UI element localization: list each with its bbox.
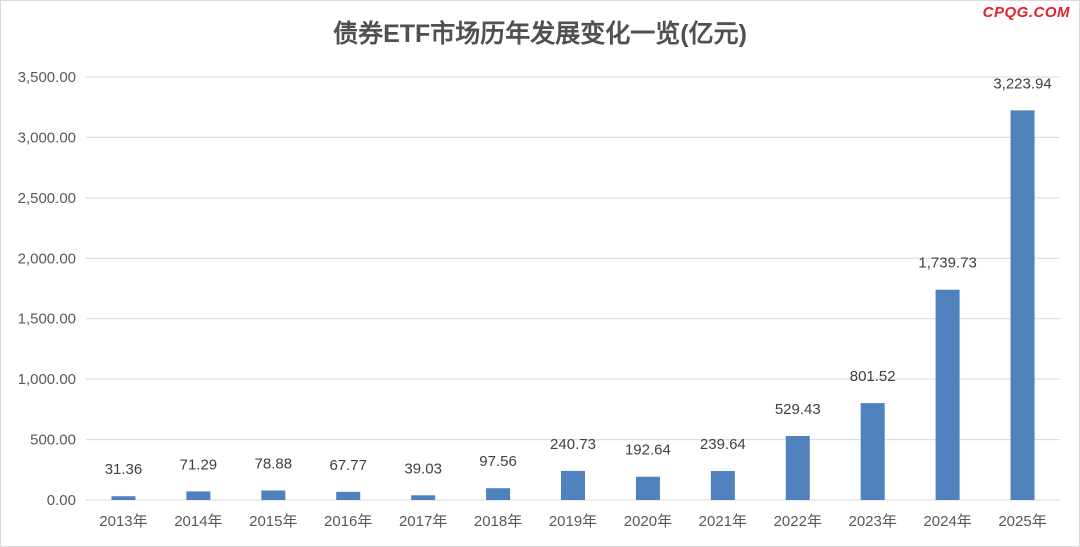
data-label: 97.56 xyxy=(479,453,517,470)
x-tick-label: 2013年 xyxy=(99,513,147,530)
x-tick-label: 2022年 xyxy=(774,513,822,530)
data-label: 31.36 xyxy=(105,461,143,478)
data-label: 192.64 xyxy=(625,442,671,459)
x-tick-label: 2019年 xyxy=(549,513,597,530)
watermark: CPQG.COM xyxy=(982,4,1070,21)
bar xyxy=(486,488,511,500)
y-tick-label: 3,000.00 xyxy=(18,129,76,146)
bar xyxy=(411,495,436,500)
x-axis-tick-labels: 2013年 2014年 2015年 2016年 2017年 2018年 2019年 2020年… xyxy=(99,513,1046,530)
bar xyxy=(710,471,735,500)
bar xyxy=(935,289,960,500)
y-tick-label: 2,000.00 xyxy=(18,250,76,267)
data-label: 39.03 xyxy=(404,460,442,477)
chart-title: 债券ETF市场历年发展变化一览(亿元) xyxy=(333,20,747,48)
y-tick-label: 1,000.00 xyxy=(18,371,76,388)
bar xyxy=(785,436,810,500)
y-tick-label: 2,500.00 xyxy=(18,190,76,207)
bars xyxy=(111,110,1035,500)
data-label: 240.73 xyxy=(550,436,596,453)
x-tick-label: 2014年 xyxy=(174,513,222,530)
bar xyxy=(635,476,660,500)
x-tick-label: 2021年 xyxy=(699,513,747,530)
data-label: 239.64 xyxy=(700,436,746,453)
x-tick-label: 2016年 xyxy=(324,513,372,530)
x-tick-label: 2024年 xyxy=(923,513,971,530)
bar xyxy=(111,496,136,500)
data-label: 78.88 xyxy=(255,455,293,472)
bar xyxy=(186,491,211,500)
bar xyxy=(336,491,361,500)
x-tick-label: 2017年 xyxy=(399,513,447,530)
data-label: 71.29 xyxy=(180,456,218,473)
gridlines xyxy=(86,76,1060,501)
data-label: 67.77 xyxy=(329,457,367,474)
x-tick-label: 2020年 xyxy=(624,513,672,530)
x-tick-label: 2025年 xyxy=(998,513,1046,530)
y-tick-label: 500.00 xyxy=(30,432,76,449)
data-label: 3,223.94 xyxy=(993,75,1051,92)
x-tick-label: 2023年 xyxy=(849,513,897,530)
data-labels: 31.36 71.29 78.88 67.77 39.03 97.56 240.73 192.… xyxy=(105,75,1052,478)
y-tick-label: 1,500.00 xyxy=(18,311,76,328)
y-tick-label: 3,500.00 xyxy=(18,69,76,86)
bar xyxy=(1010,110,1035,500)
data-label: 801.52 xyxy=(850,368,896,385)
y-axis-tick-labels: 0.00 500.00 1,000.00 1,500.00 2,000.00 2,500.… xyxy=(18,69,76,509)
bar xyxy=(261,490,286,500)
data-label: 529.43 xyxy=(775,401,821,418)
y-tick-label: 0.00 xyxy=(47,492,76,509)
bar xyxy=(860,403,885,500)
x-tick-label: 2018年 xyxy=(474,513,522,530)
data-label: 1,739.73 xyxy=(918,255,976,272)
x-tick-label: 2015年 xyxy=(249,513,297,530)
bar xyxy=(561,470,585,500)
